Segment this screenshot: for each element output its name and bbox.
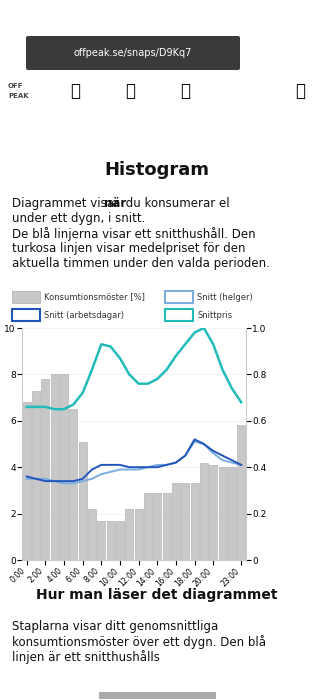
Bar — [172, 484, 180, 560]
Text: Konsumtionsmöster [%]: Konsumtionsmöster [%] — [44, 293, 145, 302]
Bar — [135, 509, 143, 560]
Text: linjen är ett snitthushålls: linjen är ett snitthushålls — [12, 650, 160, 664]
Text: 📷: 📷 — [180, 82, 190, 100]
Text: Snitt (arbetsdagar): Snitt (arbetsdagar) — [44, 311, 124, 319]
Bar — [165, 309, 193, 321]
Bar — [51, 374, 59, 560]
Text: 🤔: 🤔 — [70, 82, 80, 100]
Text: De blå linjerna visar ett snitthushåll. Den: De blå linjerna visar ett snitthushåll. … — [12, 227, 256, 241]
Bar — [125, 509, 133, 560]
Bar — [228, 467, 236, 560]
Text: turkosa linjen visar medelpriset för den: turkosa linjen visar medelpriset för den — [12, 242, 245, 255]
Text: under ett dygn, i snitt.: under ett dygn, i snitt. — [12, 212, 146, 225]
Text: 👋: 👋 — [295, 82, 305, 100]
Text: ▶  GP  ⊙  M  •: ▶ GP ⊙ M • — [95, 13, 158, 22]
Bar — [12, 309, 40, 321]
Bar — [209, 465, 217, 560]
Text: 02-01 till 2024-03-01: 02-01 till 2024-03-01 — [107, 130, 207, 139]
Bar — [88, 509, 96, 560]
Text: 📊: 📊 — [125, 82, 135, 100]
Text: +: + — [250, 44, 266, 62]
Bar — [79, 442, 87, 560]
Bar — [200, 463, 208, 560]
Text: Histogram: Histogram — [105, 161, 209, 179]
Text: aktuella timmen under den valda perioden.: aktuella timmen under den valda perioden… — [12, 257, 270, 270]
Bar — [60, 374, 68, 560]
Text: offpeak.se/snaps/D9Kq7: offpeak.se/snaps/D9Kq7 — [74, 48, 192, 58]
Text: du konsumerar el: du konsumerar el — [122, 197, 230, 210]
Text: Snitt (helger): Snitt (helger) — [197, 293, 253, 302]
Text: ⋮: ⋮ — [297, 46, 312, 60]
Bar — [144, 493, 152, 560]
FancyBboxPatch shape — [99, 692, 216, 699]
Bar — [191, 484, 198, 560]
Text: PEAK: PEAK — [8, 93, 29, 99]
Bar — [237, 426, 245, 560]
Bar — [23, 402, 31, 560]
Bar — [69, 410, 77, 560]
Bar — [97, 521, 105, 560]
Text: konsumtionsmöster över ett dygn. Den blå: konsumtionsmöster över ett dygn. Den blå — [12, 635, 266, 649]
Bar — [116, 521, 124, 560]
Bar — [165, 291, 193, 303]
Text: ⌂: ⌂ — [9, 46, 19, 60]
FancyBboxPatch shape — [26, 36, 240, 70]
Text: ▼▲▲  🔋 31%: ▼▲▲ 🔋 31% — [215, 13, 270, 22]
Bar — [41, 379, 49, 560]
Bar — [181, 484, 189, 560]
Bar — [32, 391, 40, 560]
Text: Diagrammet visar: Diagrammet visar — [12, 197, 123, 210]
Text: Hur man läser det diagrammet: Hur man läser det diagrammet — [36, 588, 278, 602]
Text: Snittpris: Snittpris — [197, 311, 232, 319]
Bar — [153, 493, 161, 560]
Text: OFF: OFF — [8, 83, 24, 89]
Bar — [12, 291, 40, 303]
Text: Staplarna visar ditt genomsnittliga: Staplarna visar ditt genomsnittliga — [12, 620, 218, 633]
Text: ⊡: ⊡ — [277, 46, 287, 60]
Text: 20:52: 20:52 — [12, 10, 52, 24]
Text: Detta är ett snapshot av ett hem i Mellansverige från 2024-: Detta är ett snapshot av ett hem i Mella… — [15, 116, 299, 126]
Bar — [107, 521, 115, 560]
Bar — [163, 493, 170, 560]
Text: när: när — [104, 197, 126, 210]
Bar — [219, 467, 226, 560]
